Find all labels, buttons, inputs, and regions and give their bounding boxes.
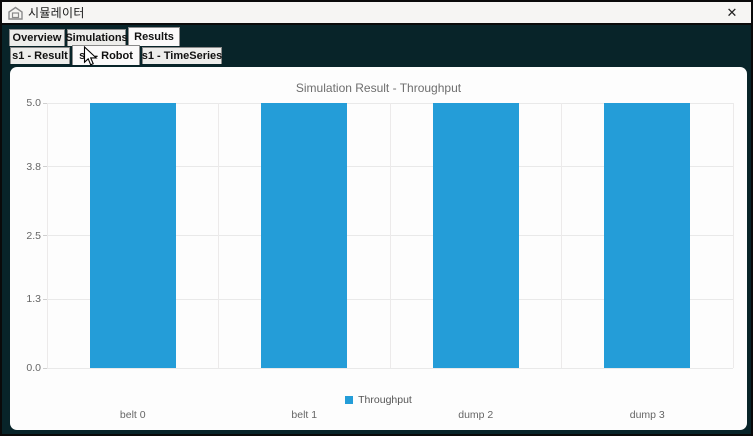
y-tick-label: 5.0 [26, 97, 41, 109]
window-title: 시뮬레이터 [28, 6, 85, 20]
tab-results[interactable]: Results [128, 27, 180, 46]
y-tick-mark [43, 166, 47, 168]
chart-legend: Throughput [10, 394, 747, 406]
tab-simulations[interactable]: Simulations [65, 29, 128, 46]
legend-label: Throughput [358, 394, 412, 406]
x-gridline [732, 103, 734, 368]
tab-overview[interactable]: Overview [9, 29, 65, 46]
y-tick-mark [43, 298, 47, 300]
title-bar: 시뮬레이터 ✕ [2, 2, 751, 25]
bar-dump-2 [432, 103, 519, 368]
x-gridline [389, 103, 391, 368]
y-tick-label: 3.8 [26, 160, 41, 173]
tab-s1-robot[interactable]: s1 - Robot [72, 45, 140, 65]
y-tick-label: 0.0 [26, 362, 41, 374]
y-tick-label: 2.5 [26, 229, 41, 242]
bar-chart-plot-area: 0.0 1.3 2.5 3.8 5.0 belt 0 belt 1 dump 2 dump 3 [26, 97, 734, 421]
legend-swatch [345, 396, 354, 404]
x-gridline [561, 103, 562, 368]
bar-belt-0 [89, 103, 176, 368]
chart-panel: Simulation Result - Throughput 0.0 1.3 2.5… [10, 67, 747, 430]
x-category-label: belt 0 [119, 409, 146, 421]
x-category-label: dump 2 [458, 409, 494, 421]
y-tick-label: 1.3 [26, 293, 41, 306]
close-button[interactable]: ✕ [726, 4, 738, 20]
y-tick-mark [43, 367, 47, 369]
x-gridline [218, 103, 219, 368]
chart-title: Simulation Result - Throughput [295, 81, 462, 95]
tab-s1-timeseries[interactable]: s1 - TimeSeries [142, 47, 222, 64]
x-category-label: dump 3 [629, 409, 665, 421]
tab-s1-result[interactable]: s1 - Result [10, 47, 70, 64]
app-icon [8, 6, 23, 20]
x-category-label: belt 1 [291, 409, 318, 421]
y-tick-mark [43, 235, 47, 236]
y-tick-mark [43, 102, 47, 104]
x-gridline [46, 103, 48, 368]
bar-dump-3 [604, 103, 691, 368]
bar-belt-1 [261, 103, 348, 368]
y-gridline [47, 367, 733, 369]
